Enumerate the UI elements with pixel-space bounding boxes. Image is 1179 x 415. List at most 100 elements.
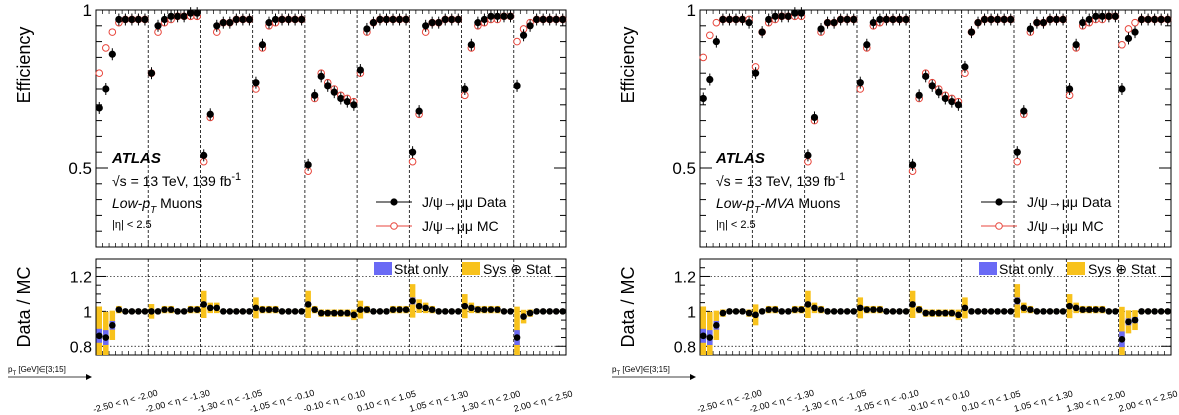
muon-label: Low-pT Muons — [112, 195, 202, 216]
ratio-point — [1138, 308, 1145, 315]
mc-point — [95, 69, 104, 77]
ratio-point — [350, 311, 358, 319]
data-point — [356, 66, 364, 74]
data-point — [95, 104, 103, 112]
ratio-point — [291, 308, 299, 315]
top-frame — [699, 9, 1172, 248]
data-point — [1020, 107, 1028, 115]
ratio-point — [1040, 308, 1047, 315]
ratio-y-tick-label: 1 — [83, 304, 92, 321]
mc-point — [101, 44, 110, 52]
ratio-point — [935, 309, 943, 317]
ratio-point — [758, 308, 766, 315]
ratio-point — [533, 308, 540, 315]
muon-label-post: Muons — [794, 195, 840, 211]
data-point — [1007, 15, 1015, 24]
data-point — [546, 15, 554, 24]
data-point — [422, 22, 430, 30]
data-point — [239, 15, 247, 24]
energy-label: √s = 13 TeV, 139 fb-1 — [112, 171, 241, 189]
data-point — [752, 69, 760, 77]
muon-label-post: Muons — [156, 195, 202, 211]
data-point — [778, 12, 786, 20]
ratio-point — [454, 308, 462, 315]
data-point — [298, 15, 306, 24]
data-point — [843, 15, 851, 24]
ratio-point — [1099, 306, 1106, 313]
ratio-point — [1033, 308, 1041, 315]
ratio-point — [726, 308, 733, 315]
ratio-point — [167, 306, 175, 313]
atlas-label: ATLAS — [715, 150, 765, 167]
ratio-point — [468, 304, 475, 312]
ratio-point — [233, 308, 240, 315]
ratio-point — [732, 308, 740, 315]
legend-sys-label: Sys ⊕ Stat — [1088, 261, 1156, 277]
ratio-y-tick-label: 1 — [687, 304, 696, 321]
legend-data-label: J/ψ→μμ Data — [1027, 194, 1112, 210]
data-point — [974, 19, 982, 27]
muon-label-pre: Low-p — [716, 195, 754, 211]
data-point — [1092, 12, 1100, 20]
data-point — [552, 15, 560, 24]
ratio-point — [1046, 308, 1054, 315]
ratio-point — [824, 308, 831, 315]
data-point — [206, 110, 214, 118]
data-point — [395, 15, 404, 24]
data-point — [271, 15, 280, 24]
data-point — [765, 15, 773, 24]
ratio-point — [791, 306, 799, 313]
ratio-point — [148, 308, 155, 315]
data-point — [1124, 34, 1133, 43]
ratio-point — [699, 332, 707, 340]
ratio-point — [304, 301, 312, 308]
ratio-point — [206, 304, 214, 312]
top-frame — [95, 9, 567, 248]
data-point — [173, 12, 182, 20]
ratio-point — [474, 306, 482, 313]
data-point — [1111, 12, 1119, 20]
data-point — [1039, 19, 1048, 27]
data-point — [837, 15, 845, 24]
legend-stat-label: Stat only — [999, 261, 1053, 277]
pt-note-sub: T — [616, 371, 620, 377]
data-point — [784, 12, 792, 20]
data-point — [987, 15, 995, 24]
ratio-point — [435, 308, 443, 315]
mc-point — [1118, 40, 1126, 49]
data-point — [513, 82, 521, 90]
data-point — [526, 22, 534, 30]
data-point — [719, 15, 727, 24]
legend-mc-marker — [390, 222, 398, 230]
data-point — [1157, 15, 1165, 24]
ratio-y-tick-label: 0.8 — [70, 339, 92, 356]
ratio-point — [546, 308, 553, 315]
ratio-point — [1092, 306, 1100, 313]
eta-bin-label: 1.05 < η < 1.30 — [408, 388, 469, 413]
data-point — [252, 79, 260, 87]
y-tick-label: 1 — [83, 1, 92, 20]
pt-arrow-head — [690, 374, 696, 380]
data-point — [758, 28, 766, 36]
data-point — [935, 88, 943, 96]
ratio-point — [507, 308, 514, 315]
y-tick-label: 1 — [687, 1, 696, 20]
data-point — [389, 15, 397, 24]
ratio-point — [798, 306, 805, 313]
ratio-point — [850, 308, 858, 315]
data-point — [506, 12, 515, 20]
ratio-point — [180, 308, 188, 315]
energy-text: √s = 13 TeV, 139 fb — [716, 173, 836, 189]
ratio-point — [246, 308, 253, 315]
ratio-point — [285, 308, 292, 315]
eta-bin-label: 2.00 < η < 2.50 — [1118, 388, 1179, 413]
ratio-point — [481, 306, 488, 313]
data-point — [823, 19, 832, 27]
ratio-point — [994, 308, 1001, 315]
data-point — [1098, 12, 1106, 20]
ratio-point — [968, 308, 975, 315]
ratio-point — [752, 311, 759, 319]
ratio-point — [520, 313, 527, 320]
data-point — [284, 15, 293, 24]
